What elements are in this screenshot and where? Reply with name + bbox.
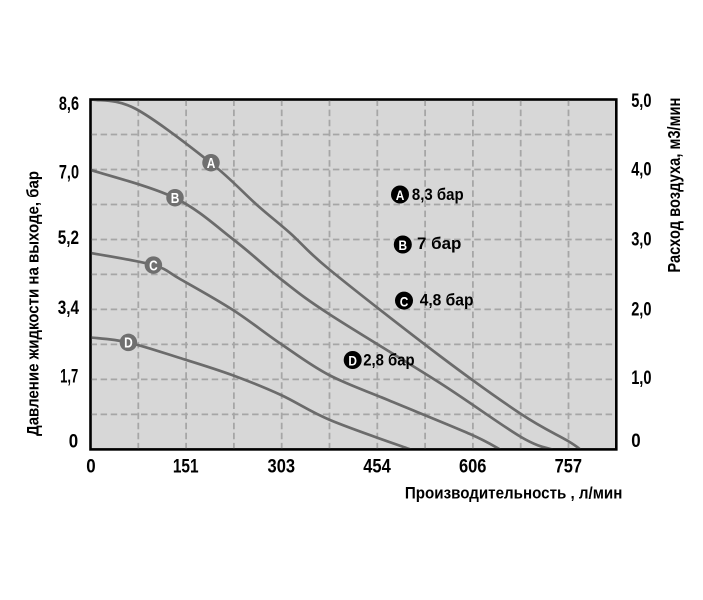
- svg-text:C: C: [400, 293, 409, 309]
- svg-text:D: D: [348, 353, 357, 369]
- svg-text:Расход воздуха, м3/мин: Расход воздуха, м3/мин: [664, 98, 684, 273]
- svg-text:4,8 бар: 4,8 бар: [420, 291, 474, 310]
- svg-text:5,2: 5,2: [58, 228, 79, 249]
- svg-text:Давление жидкости на выходе, б: Давление жидкости на выходе, бар: [25, 171, 43, 436]
- svg-text:8,3 бар: 8,3 бар: [412, 185, 464, 204]
- svg-text:Производительность , л/мин: Производительность , л/мин: [405, 484, 623, 502]
- svg-text:D: D: [124, 336, 133, 352]
- svg-text:757: 757: [555, 456, 582, 477]
- svg-text:454: 454: [363, 456, 391, 477]
- svg-text:0: 0: [631, 431, 640, 452]
- svg-text:A: A: [396, 187, 405, 203]
- svg-text:0: 0: [86, 456, 95, 477]
- svg-text:151: 151: [173, 456, 199, 477]
- svg-text:5,0: 5,0: [631, 91, 651, 112]
- svg-text:1,7: 1,7: [60, 366, 78, 387]
- svg-text:B: B: [399, 237, 408, 253]
- svg-text:303: 303: [268, 456, 296, 477]
- svg-text:2,8 бар: 2,8 бар: [363, 351, 414, 370]
- svg-text:0: 0: [69, 431, 78, 452]
- svg-text:3,0: 3,0: [631, 229, 651, 250]
- svg-text:2,0: 2,0: [631, 299, 651, 320]
- svg-text:C: C: [149, 258, 158, 274]
- svg-text:7,0: 7,0: [59, 163, 79, 184]
- svg-text:8,6: 8,6: [59, 94, 79, 115]
- svg-text:3,4: 3,4: [58, 298, 80, 319]
- svg-text:A: A: [207, 156, 216, 172]
- svg-text:606: 606: [459, 456, 487, 477]
- svg-text:1,0: 1,0: [631, 368, 651, 389]
- svg-text:B: B: [171, 191, 180, 207]
- svg-text:7 бар: 7 бар: [417, 234, 461, 253]
- svg-text:4,0: 4,0: [631, 160, 651, 181]
